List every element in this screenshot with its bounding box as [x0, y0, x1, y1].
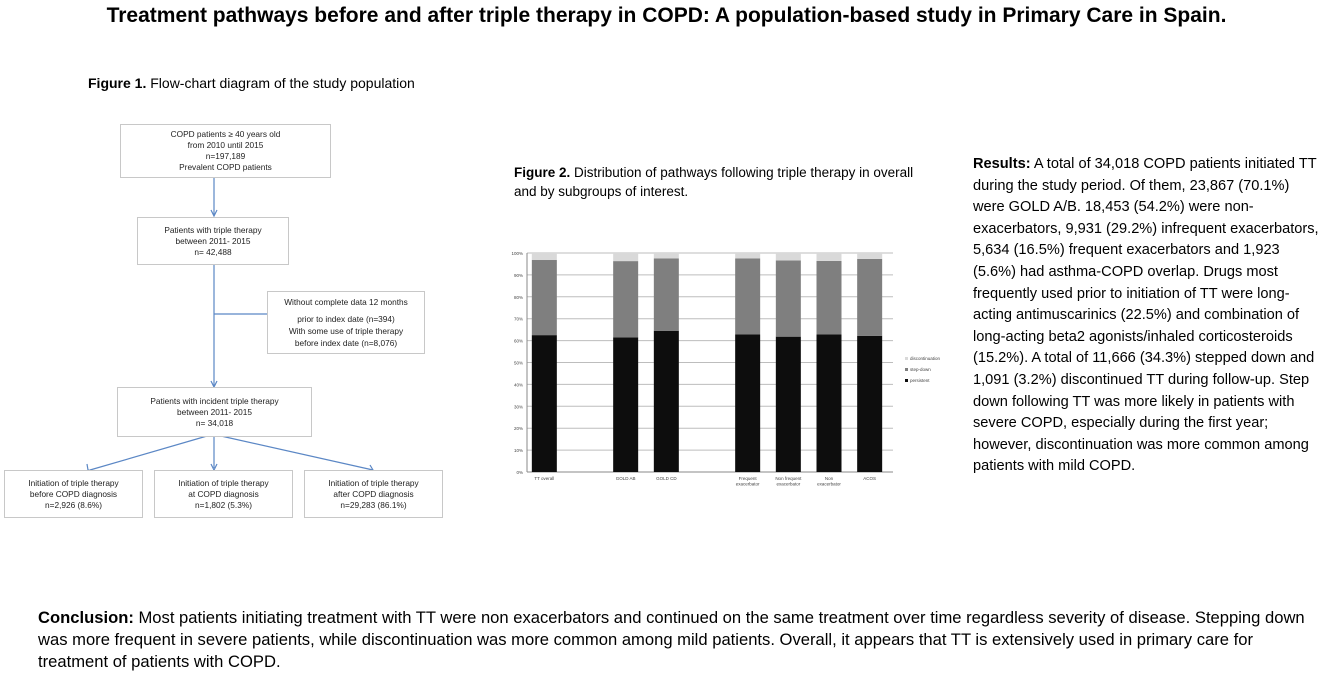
box-line: Initiation of triple therapy	[178, 477, 269, 488]
box-line: between 2011- 2015	[176, 406, 253, 417]
legend-label-discontinuation: discontinuation	[910, 356, 941, 361]
conclusion-text: Most patients initiating treatment with …	[38, 608, 1305, 671]
results-text: A total of 34,018 COPD patients initiate…	[973, 156, 1319, 475]
results-label: Results:	[973, 156, 1031, 172]
x-tick-label: ACOS	[863, 476, 876, 481]
box-line: prior to index date (n=394)	[297, 314, 395, 324]
y-tick-label: 20%	[514, 426, 523, 431]
x-tick-label: exacerbator	[776, 482, 800, 487]
box-line: n=1,802 (5.3%)	[195, 499, 252, 510]
box-line: n=29,283 (86.1%)	[340, 499, 407, 510]
conclusion-label: Conclusion:	[38, 608, 134, 627]
bar-segment-discontinuation	[816, 253, 842, 261]
flow-box-prevalent: COPD patients ≥ 40 years old from 2010 u…	[120, 124, 331, 178]
box-line: n= 42,488	[194, 246, 232, 257]
box-line: before index date (n=8,076)	[294, 338, 398, 348]
box-line: Prevalent COPD patients	[179, 162, 272, 172]
box-line: n=197,189	[205, 151, 246, 161]
stacked-bar-chart: 0% 10% 20% 30% 40% 50% 60% 70% 80% 90% 100% TT over…	[511, 251, 941, 487]
box-line: Without complete data 12 months	[284, 297, 408, 307]
y-tick-label: 40%	[514, 382, 523, 387]
flow-box-at-diagnosis: Initiation of triple therapy at COPD dia…	[154, 470, 293, 518]
legend-label-step-down: step-down	[910, 367, 931, 372]
bar-segment-persistent	[531, 335, 557, 472]
box-line: n=2,926 (8.6%)	[45, 499, 102, 510]
legend-label-persistent: persistent	[910, 378, 930, 383]
box-line: from 2010 until 2015	[187, 140, 264, 150]
x-tick-label: GOLD AB	[616, 476, 636, 481]
bar-segment-persistent	[775, 336, 801, 472]
flow-box-excluded: Without complete data 12 months prior to…	[267, 291, 425, 354]
y-tick-label: 60%	[514, 339, 523, 344]
bar-segment-step-down	[613, 261, 639, 338]
connector	[89, 435, 208, 471]
box-line: Initiation of triple therapy	[328, 477, 419, 488]
flow-box-after-diagnosis: Initiation of triple therapy after COPD …	[304, 470, 443, 518]
figure2-caption-text: Distribution of pathways following tripl…	[514, 165, 914, 199]
box-line: n= 34,018	[195, 417, 234, 428]
box-line: Patients with incident triple therapy	[150, 395, 279, 406]
bar-segment-discontinuation	[735, 253, 761, 259]
figure1-caption: Figure 1. Flow-chart diagram of the stud…	[88, 75, 415, 91]
figure1-label: Figure 1.	[88, 75, 147, 91]
legend-swatch	[905, 357, 908, 360]
bar-segment-discontinuation	[775, 253, 801, 261]
y-tick-label: 30%	[514, 404, 523, 409]
x-tick-label: exacerbator	[736, 482, 760, 487]
bar-segment-persistent	[735, 334, 761, 472]
bar-segment-discontinuation	[613, 253, 639, 262]
x-tick-label: Non	[825, 476, 834, 481]
figure1-caption-text: Flow-chart diagram of the study populati…	[146, 75, 415, 91]
bar-segment-persistent	[857, 335, 883, 472]
bar-segment-step-down	[775, 260, 801, 337]
box-line: With some use of triple therapy	[288, 326, 404, 336]
y-tick-label: 0%	[516, 470, 523, 475]
connector	[220, 435, 374, 471]
box-line: COPD patients ≥ 40 years old	[170, 129, 281, 139]
y-tick-label: 80%	[514, 295, 523, 300]
box-line: after COPD diagnosis	[333, 488, 414, 499]
x-tick-label: TT overall	[534, 476, 554, 481]
x-tick-label: Non frequent	[775, 476, 802, 481]
bar-segment-step-down	[653, 258, 679, 331]
figure2-label: Figure 2.	[514, 165, 571, 180]
y-tick-label: 10%	[514, 448, 523, 453]
y-tick-label: 90%	[514, 273, 523, 278]
box-line: Initiation of triple therapy	[28, 477, 119, 488]
box-line: between 2011- 2015	[175, 235, 251, 246]
flow-box-before-diagnosis: Initiation of triple therapy before COPD…	[4, 470, 143, 518]
y-tick-label: 100%	[511, 251, 523, 256]
conclusion-section: Conclusion: Most patients initiating tre…	[38, 607, 1318, 673]
box-line: before COPD diagnosis	[29, 488, 118, 499]
y-tick-label: 50%	[514, 361, 523, 366]
bar-segment-persistent	[613, 337, 639, 472]
legend-swatch	[905, 379, 908, 382]
poster-title: Treatment pathways before and after trip…	[106, 4, 1227, 27]
bar-segment-step-down	[816, 260, 842, 335]
box-line: at COPD diagnosis	[188, 488, 259, 499]
y-tick-label: 70%	[514, 317, 523, 322]
box-line: Patients with triple therapy	[164, 224, 262, 235]
bar-segment-step-down	[857, 258, 883, 336]
results-section: Results: A total of 34,018 COPD patients…	[973, 154, 1325, 478]
bar-segment-step-down	[531, 260, 557, 336]
arrow-icon	[210, 209, 218, 218]
bar-segment-discontinuation	[857, 253, 883, 259]
figure2-caption: Figure 2. Distribution of pathways follo…	[514, 163, 914, 201]
bar-segment-step-down	[735, 258, 761, 335]
legend-swatch	[905, 368, 908, 371]
bar-segment-discontinuation	[653, 253, 679, 259]
bar-segment-persistent	[653, 330, 679, 472]
flow-box-triple-therapy: Patients with triple therapy between 201…	[137, 217, 289, 265]
flow-box-incident: Patients with incident triple therapy be…	[117, 387, 312, 437]
bar-segment-persistent	[816, 334, 842, 472]
x-tick-label: GOLD CD	[656, 476, 677, 481]
x-tick-label: Frequent	[739, 476, 758, 481]
bar-segment-discontinuation	[531, 253, 557, 261]
x-tick-label: exacerbator	[817, 482, 841, 487]
